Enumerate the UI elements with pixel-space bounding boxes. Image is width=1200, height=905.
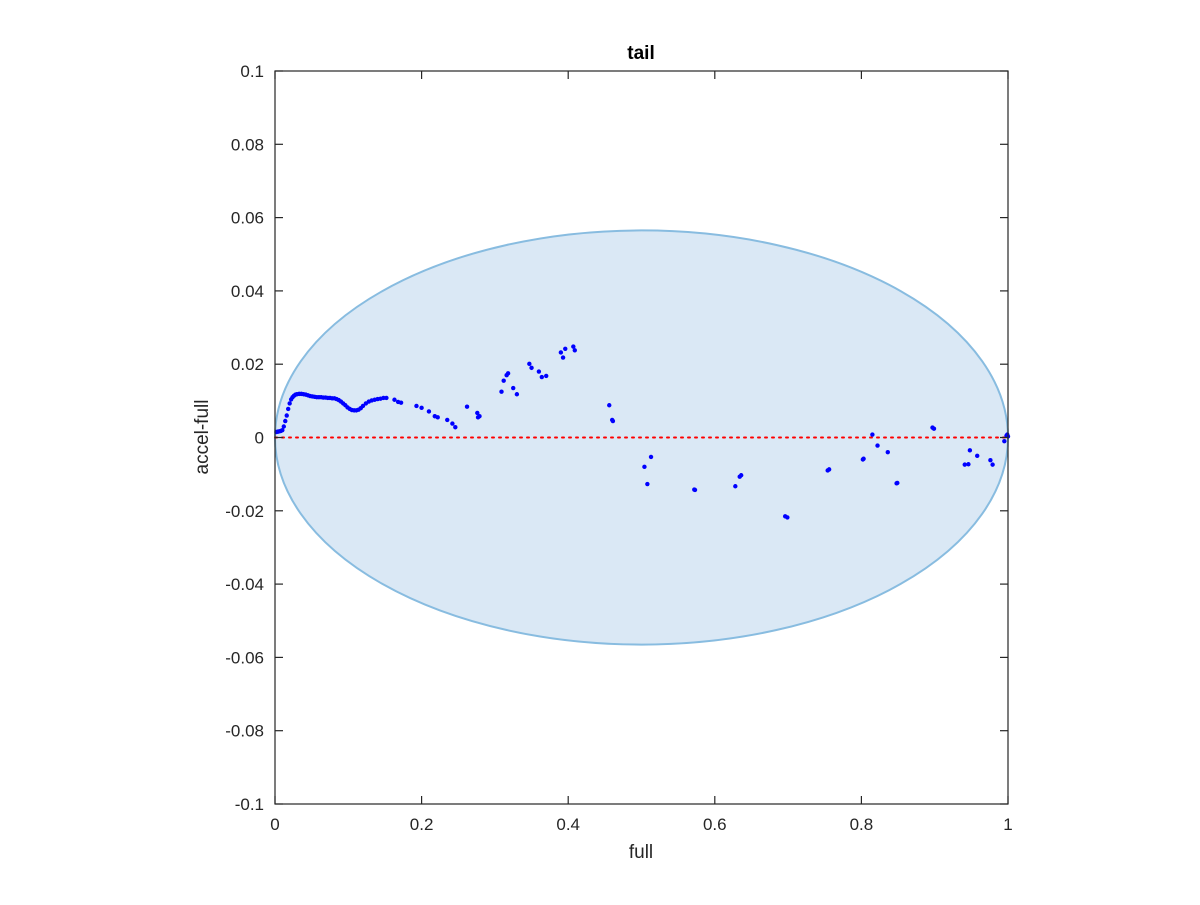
data-point bbox=[477, 414, 482, 419]
y-tick-label: -0.02 bbox=[225, 502, 264, 521]
data-point bbox=[450, 421, 455, 426]
y-tick-label: 0.04 bbox=[231, 282, 264, 301]
data-point bbox=[988, 458, 993, 463]
data-point bbox=[384, 395, 389, 401]
data-point bbox=[414, 403, 419, 409]
data-point bbox=[642, 464, 647, 470]
data-point bbox=[281, 424, 286, 429]
data-point bbox=[558, 350, 564, 355]
data-point bbox=[505, 371, 511, 376]
data-point bbox=[435, 415, 440, 420]
chart-title: tail bbox=[627, 43, 654, 64]
data-point bbox=[392, 397, 397, 402]
data-point bbox=[785, 515, 790, 520]
data-point bbox=[464, 404, 470, 409]
data-point bbox=[895, 480, 900, 486]
data-point bbox=[536, 369, 542, 374]
data-point bbox=[426, 409, 432, 414]
data-point bbox=[610, 418, 616, 424]
data-point bbox=[284, 413, 289, 418]
x-tick-label: 1 bbox=[1003, 815, 1012, 834]
data-point bbox=[514, 392, 520, 397]
data-point bbox=[692, 487, 698, 493]
data-point bbox=[572, 348, 577, 353]
data-point bbox=[475, 410, 480, 416]
data-point bbox=[280, 427, 285, 433]
x-tick-label: 0.2 bbox=[410, 815, 434, 834]
data-point bbox=[563, 346, 568, 352]
data-point bbox=[885, 449, 890, 455]
y-tick-label: 0.1 bbox=[240, 62, 264, 81]
x-tick-label: 0.8 bbox=[850, 815, 874, 834]
data-point bbox=[501, 378, 506, 383]
data-point bbox=[398, 400, 404, 405]
data-point bbox=[527, 361, 532, 367]
data-point bbox=[975, 453, 980, 459]
data-point bbox=[499, 389, 504, 394]
y-axis-label: accel-full bbox=[192, 400, 213, 475]
y-tick-label: 0.02 bbox=[231, 355, 264, 374]
data-point bbox=[511, 385, 516, 391]
data-point bbox=[419, 405, 424, 411]
data-point bbox=[529, 365, 534, 371]
data-point bbox=[360, 403, 366, 409]
data-point bbox=[287, 401, 292, 406]
data-point bbox=[967, 448, 973, 453]
x-tick-label: 0.6 bbox=[703, 815, 727, 834]
data-point bbox=[648, 454, 654, 460]
data-point bbox=[560, 355, 566, 360]
y-tick-label: -0.06 bbox=[225, 648, 264, 667]
y-tick-label: 0.08 bbox=[231, 135, 264, 154]
x-axis-label: full bbox=[629, 842, 653, 863]
data-point bbox=[285, 406, 291, 412]
data-point bbox=[544, 373, 549, 379]
data-point bbox=[931, 426, 937, 431]
y-tick-label: -0.04 bbox=[225, 575, 264, 594]
data-point bbox=[453, 425, 458, 430]
data-point bbox=[990, 462, 995, 467]
data-point bbox=[445, 417, 450, 423]
data-point bbox=[966, 462, 971, 467]
data-point bbox=[539, 374, 545, 380]
data-point bbox=[738, 473, 744, 478]
y-tick-label: 0.06 bbox=[231, 209, 264, 228]
data-point bbox=[826, 467, 832, 472]
data-point bbox=[870, 432, 875, 437]
y-tick-label: -0.08 bbox=[225, 722, 264, 741]
data-point bbox=[645, 481, 650, 487]
x-tick-label: 0 bbox=[270, 815, 279, 834]
x-tick-label: 0.4 bbox=[556, 815, 580, 834]
data-point bbox=[1002, 438, 1007, 444]
data-point bbox=[571, 344, 576, 349]
data-point bbox=[733, 484, 738, 489]
data-point bbox=[861, 456, 866, 461]
data-point bbox=[962, 462, 967, 467]
plot-area: 0 0.2 0.4 0.6 0.8 1 -0.1 -0.08 -0.06 -0.04 -0.02 0 0… bbox=[225, 62, 1012, 834]
data-point bbox=[875, 443, 880, 448]
data-point bbox=[607, 403, 612, 408]
data-point bbox=[283, 418, 288, 424]
y-tick-label: 0 bbox=[255, 429, 264, 448]
y-tick-label: -0.1 bbox=[235, 795, 264, 814]
